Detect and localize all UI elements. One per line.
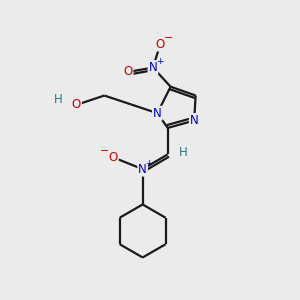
Text: O: O xyxy=(123,65,133,79)
Text: O: O xyxy=(109,151,118,164)
Text: +: + xyxy=(146,159,153,168)
Text: −: − xyxy=(100,146,109,156)
Text: H: H xyxy=(178,146,188,159)
Text: H: H xyxy=(54,93,63,106)
Text: N: N xyxy=(153,107,162,120)
Text: −: − xyxy=(164,32,173,43)
Text: +: + xyxy=(156,57,163,66)
Text: N: N xyxy=(148,61,157,74)
Text: N: N xyxy=(190,114,199,127)
Text: O: O xyxy=(156,38,165,50)
Text: N: N xyxy=(138,163,147,176)
Text: O: O xyxy=(72,98,81,111)
